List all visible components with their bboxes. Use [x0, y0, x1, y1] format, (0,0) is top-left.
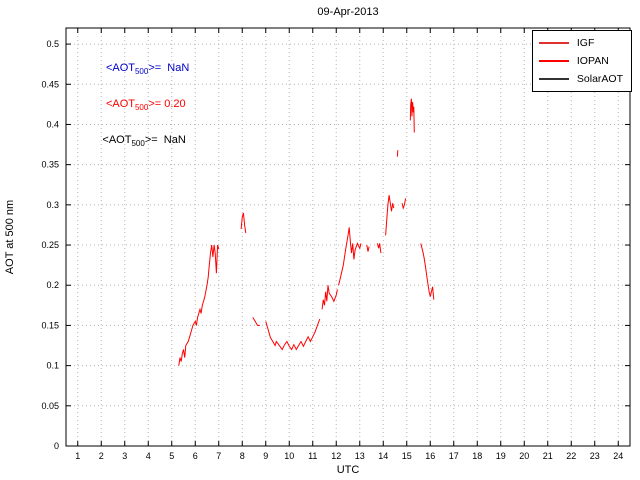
x-tick-label: 21	[543, 451, 553, 461]
y-tick-label: 0.15	[41, 320, 59, 330]
legend-line-sample	[538, 78, 569, 80]
x-tick-label: 23	[590, 451, 600, 461]
y-tick-label: 0.3	[46, 200, 59, 210]
series-iopan	[338, 227, 362, 286]
x-tick-label: 22	[566, 451, 576, 461]
x-tick-label: 12	[331, 451, 341, 461]
legend-item-solaraot: SolarAOT	[538, 70, 623, 88]
x-tick-label: 6	[193, 451, 198, 461]
x-tick-label: 14	[378, 451, 388, 461]
x-tick-label: 24	[613, 451, 623, 461]
x-axis-label: UTC	[337, 464, 360, 476]
x-tick-label: 4	[146, 451, 151, 461]
y-axis-label: AOT at 500 nm	[4, 200, 16, 274]
x-tick-label: 16	[425, 451, 435, 461]
y-tick-label: 0	[54, 441, 59, 451]
y-tick-label: 0.1	[46, 361, 59, 371]
series-iopan	[366, 244, 370, 252]
annotation-solaraot: <AOT500>= NaN	[102, 134, 186, 149]
x-tick-label: 17	[449, 451, 459, 461]
y-tick-label: 0.2	[46, 280, 59, 290]
legend-label: SolarAOT	[576, 73, 623, 85]
x-tick-label: 10	[284, 451, 294, 461]
series-iopan	[252, 317, 260, 326]
series-iopan	[376, 243, 382, 254]
x-tick-label: 13	[355, 451, 365, 461]
series-iopan	[409, 98, 415, 133]
x-tick-label: 15	[402, 451, 412, 461]
annotation-igf: <AOT500>= NaN	[105, 61, 190, 76]
annotation-iopan: <AOT500>= 0.20	[105, 97, 186, 113]
axes	[65, 27, 631, 447]
x-tick-label: 1	[75, 451, 80, 461]
y-tick-label: 0.4	[46, 119, 59, 129]
x-tick-label: 2	[99, 451, 104, 461]
legend-label: IGF	[576, 37, 595, 49]
x-tick-label: 11	[308, 451, 317, 461]
legend: IGF IOPAN SolarAOT	[531, 30, 632, 92]
series-iopan	[385, 195, 395, 236]
series-iopan	[265, 318, 321, 351]
legend-item-igf: IGF	[538, 34, 623, 52]
x-tick-label: 18	[472, 451, 482, 461]
legend-item-iopan: IOPAN	[538, 52, 623, 70]
tick-labels: 1 2 3 4 5 6 7 8 9 10 11 12 13 14 15 16 17 18 19 20 21 22 23 240…	[41, 39, 623, 461]
y-tick-label: 0.05	[41, 401, 59, 411]
x-tick-label: 5	[169, 451, 174, 461]
y-tick-label: 0.45	[41, 79, 59, 89]
axis-box	[65, 27, 631, 447]
y-tick-label: 0.25	[41, 240, 59, 250]
series-iopan	[178, 244, 220, 366]
x-tick-label: 7	[216, 451, 221, 461]
grid-lines	[66, 28, 630, 447]
x-tick-label: 19	[496, 451, 506, 461]
legend-line-sample	[538, 42, 569, 44]
x-tick-label: 8	[240, 451, 245, 461]
x-tick-label: 20	[519, 451, 529, 461]
y-tick-label: 0.5	[46, 39, 59, 49]
series-iopan	[321, 285, 338, 310]
x-tick-label: 9	[263, 451, 268, 461]
y-tick-label: 0.35	[41, 160, 59, 170]
series-iopan	[240, 212, 247, 234]
legend-line-sample	[538, 60, 569, 62]
legend-label: IOPAN	[576, 55, 609, 67]
series-iopan	[401, 198, 407, 210]
data-series	[178, 98, 435, 366]
x-tick-label: 3	[122, 451, 127, 461]
chart-title: 09-Apr-2013	[317, 6, 378, 18]
series-iopan	[420, 243, 435, 300]
